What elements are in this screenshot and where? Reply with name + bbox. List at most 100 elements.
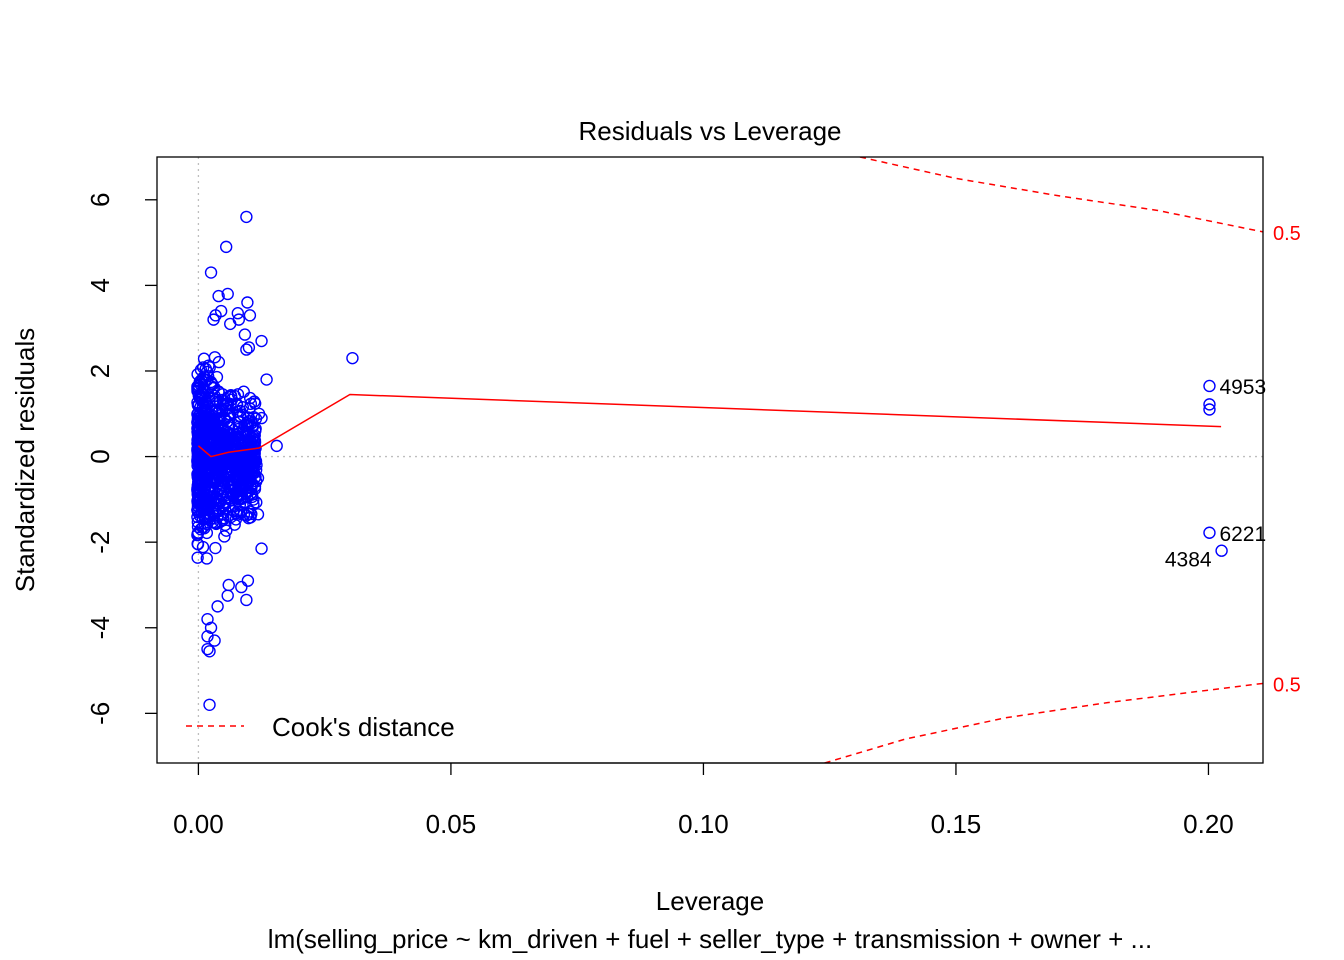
model-formula-subtitle: lm(selling_price ~ km_driven + fuel + se… bbox=[268, 924, 1152, 954]
residual-point bbox=[203, 698, 216, 711]
residual-point bbox=[240, 343, 253, 356]
residual-point bbox=[231, 307, 245, 320]
residual-point bbox=[238, 328, 252, 341]
residual-point bbox=[251, 508, 265, 521]
residual-point bbox=[209, 405, 223, 418]
plot-area bbox=[157, 157, 1263, 763]
residual-point bbox=[217, 496, 231, 509]
x-tick-label: 0.05 bbox=[426, 809, 477, 839]
y-tick-label: 4 bbox=[85, 278, 115, 292]
residual-point bbox=[212, 289, 225, 303]
residual-point bbox=[226, 477, 240, 491]
residual-point bbox=[221, 589, 234, 602]
points bbox=[191, 210, 1228, 711]
residual-point bbox=[202, 391, 216, 404]
y-axis-label: Standardized residuals bbox=[10, 328, 40, 593]
cooks-contour-upper bbox=[859, 157, 1263, 233]
residual-point bbox=[207, 506, 220, 519]
residual-point bbox=[224, 389, 238, 402]
residual-point bbox=[250, 458, 263, 472]
residual-point bbox=[239, 451, 253, 464]
x-tick-label: 0.10 bbox=[678, 809, 729, 839]
residual-point bbox=[238, 468, 252, 481]
residual-point bbox=[226, 433, 240, 446]
residual-point bbox=[209, 541, 222, 555]
residual-point bbox=[1203, 398, 1216, 411]
residual-point bbox=[1203, 526, 1216, 539]
residual-point bbox=[210, 517, 223, 531]
residual-point bbox=[197, 381, 210, 394]
residual-point bbox=[201, 630, 214, 643]
point-labels: 4953 6221 4384 bbox=[1165, 376, 1266, 572]
residual-point bbox=[247, 498, 260, 511]
residual-point bbox=[224, 397, 237, 411]
residual-point bbox=[202, 441, 215, 454]
residual-point bbox=[198, 473, 211, 486]
residual-point bbox=[200, 495, 214, 508]
residual-point bbox=[233, 468, 246, 482]
residual-point bbox=[196, 428, 210, 441]
residual-point bbox=[211, 600, 224, 613]
residual-point bbox=[270, 439, 283, 453]
residual-point bbox=[196, 540, 210, 554]
x-axis-label: Leverage bbox=[656, 886, 764, 916]
residual-point bbox=[203, 645, 216, 658]
residual-point bbox=[206, 476, 220, 489]
residual-point bbox=[198, 374, 212, 387]
residual-point bbox=[197, 352, 211, 365]
residual-point bbox=[244, 397, 258, 411]
residual-point bbox=[214, 304, 228, 318]
residual-point bbox=[207, 421, 220, 434]
residual-point bbox=[201, 613, 214, 626]
residual-point bbox=[226, 442, 239, 456]
residual-point bbox=[243, 309, 257, 322]
x-tick-label: 0.20 bbox=[1183, 809, 1234, 839]
residual-point bbox=[234, 436, 247, 450]
smoother-line bbox=[197, 393, 1222, 458]
residual-point bbox=[200, 397, 214, 410]
x-tick-label: 0.15 bbox=[931, 809, 982, 839]
x-tick-label: 0.00 bbox=[173, 809, 224, 839]
residual-point bbox=[201, 642, 214, 656]
residual-point bbox=[1215, 544, 1228, 557]
residual-point bbox=[217, 397, 230, 411]
residual-point bbox=[204, 621, 218, 634]
residual-point bbox=[200, 552, 213, 565]
residual-point bbox=[218, 443, 231, 456]
residual-point bbox=[1203, 379, 1216, 393]
residual-point bbox=[235, 580, 248, 594]
point-label-6221: 6221 bbox=[1219, 523, 1266, 546]
y-tick-label: 0 bbox=[85, 449, 115, 463]
residual-point bbox=[242, 341, 256, 354]
residual-point bbox=[346, 351, 359, 365]
reference-lines bbox=[157, 157, 1263, 763]
residual-point bbox=[240, 210, 253, 224]
residual-point bbox=[251, 471, 265, 485]
residual-point bbox=[241, 296, 254, 309]
residual-point bbox=[218, 530, 231, 543]
residual-point bbox=[204, 266, 218, 279]
cooks-contour-lower bbox=[824, 682, 1263, 763]
residual-point bbox=[224, 484, 237, 498]
y-tick-label: 2 bbox=[85, 364, 115, 378]
residual-point bbox=[194, 475, 208, 489]
residual-point bbox=[227, 504, 240, 518]
residual-point bbox=[198, 407, 212, 420]
residual-point bbox=[234, 410, 247, 424]
residual-point bbox=[241, 574, 255, 587]
y-tick-label: -2 bbox=[85, 531, 115, 554]
residual-point bbox=[224, 317, 237, 331]
residual-point bbox=[207, 313, 220, 326]
y-tick-label: -6 bbox=[85, 702, 115, 725]
residual-point bbox=[195, 459, 208, 473]
smoother-curve bbox=[197, 393, 1222, 458]
residual-point bbox=[255, 334, 268, 348]
residual-point bbox=[214, 495, 227, 509]
residual-point bbox=[207, 427, 220, 440]
residual-point bbox=[240, 420, 254, 433]
residual-point bbox=[215, 419, 228, 432]
residual-point bbox=[233, 498, 247, 512]
cooks-level-label: 0.5 bbox=[1273, 223, 1301, 245]
residual-point bbox=[193, 483, 206, 496]
